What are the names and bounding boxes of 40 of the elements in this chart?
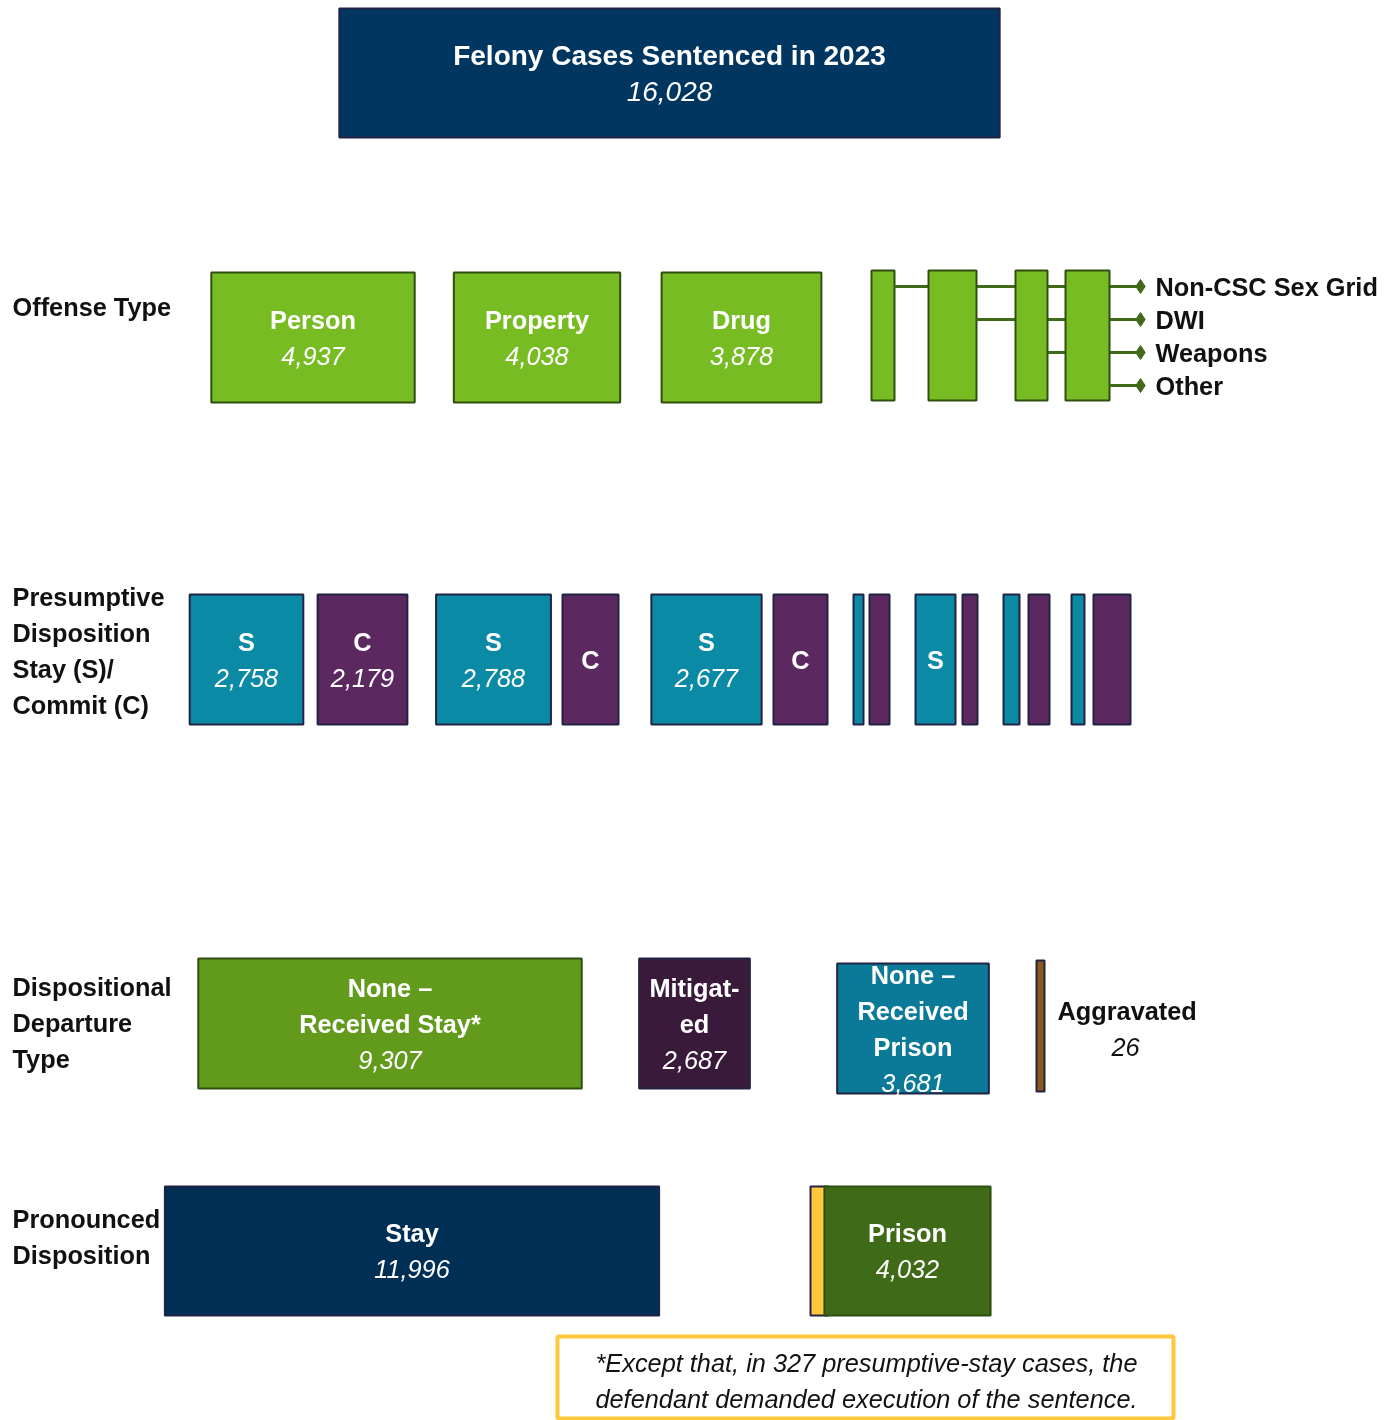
data-label: 9,307 [358,1045,423,1074]
category-label: None – Received Stay* [299,973,481,1038]
category-label: Aggravated [1057,996,1197,1025]
text: Pronounced Disposition [12,1204,161,1269]
category-label: S [485,627,502,656]
data-label: 2,687 [661,1045,728,1074]
category-label: S [927,645,944,674]
category-label: None – Received Prison [857,960,969,1061]
data-label: 3,681 [881,1068,945,1097]
category-label: S [238,627,255,656]
data-label: 2,758 [213,663,279,692]
category-label: Stay [385,1219,439,1247]
text: Presumptive Disposition Stay (S)/ Commit (C) [12,582,165,719]
text: *Except that, in 327 presumptive-stay cases, the defendant demanded execution of the sentence. [595,1348,1138,1413]
text: Offense Type [12,292,172,321]
category-label: Mitigat- ed [649,973,740,1038]
data-label: 3,878 [709,341,774,370]
text: Dispositional Departure Type [12,972,172,1073]
category-label: C [791,645,810,674]
category-label: Property [484,305,590,334]
category-label: C [581,645,600,674]
data-label: 2,677 [673,663,740,692]
data-label: 4,032 [875,1255,940,1283]
category-label: Felony Cases Sentenced in 2023 [453,39,886,71]
category-label: Prison [868,1219,947,1247]
data-label: 2,179 [329,663,395,692]
category-label: S [698,627,715,656]
data-label: 2,788 [460,663,526,692]
data-label: 11,996 [374,1255,451,1283]
category-label: DWI [1155,305,1205,334]
category-label: Non-CSC Sex Grid [1155,272,1378,301]
category-label: Person [270,305,356,334]
category-label: Weapons [1155,338,1268,367]
data-label: 4,038 [505,341,569,370]
category-label: Other [1155,371,1224,400]
data-label: 16,028 [626,75,713,107]
data-label: 26 [1110,1032,1141,1061]
category-label: Drug [711,305,772,334]
category-label: C [353,627,372,656]
data-label: 4,937 [281,341,346,370]
